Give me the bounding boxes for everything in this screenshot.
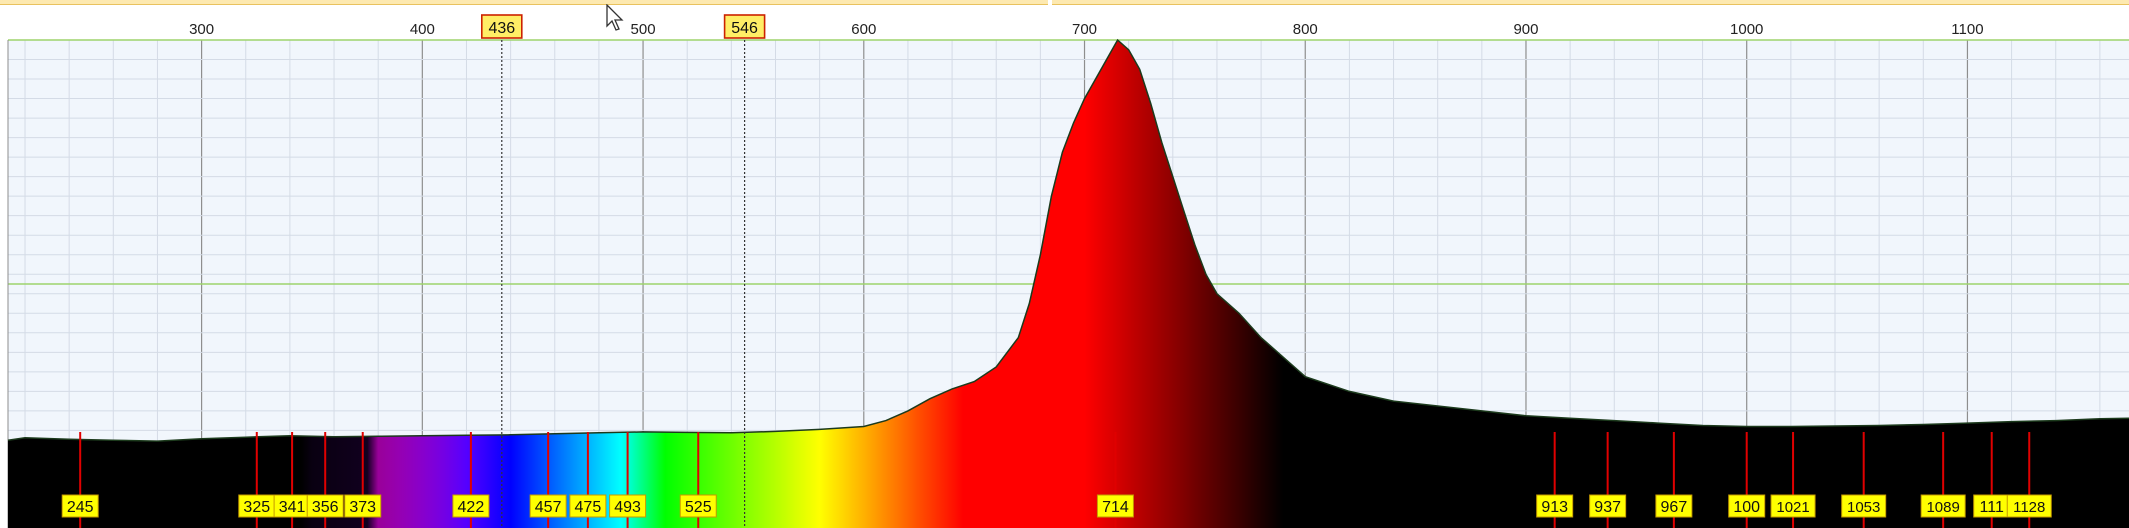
- mouse-cursor-icon: [606, 4, 624, 31]
- peak-label: 245: [67, 499, 94, 516]
- peak-label: 422: [458, 499, 485, 516]
- peak-label-box: [679, 494, 717, 518]
- peak-label-box: [2006, 494, 2052, 518]
- peak-label: 937: [1594, 499, 1621, 516]
- peak-label: 1021: [1776, 499, 1809, 516]
- peak-label: 714: [1102, 499, 1129, 516]
- peak-label: 1089: [1926, 499, 1959, 516]
- peak-label-box: [1536, 494, 1574, 518]
- peak-label-box: [609, 494, 647, 518]
- reference-lines[interactable]: 436 546: [480, 14, 766, 528]
- peak-label-box: [306, 494, 344, 518]
- peak-label: 457: [535, 499, 562, 516]
- peak-markers: 245 325 341 356 373 422 457 475 493 525 714 913 937 9…: [61, 432, 2052, 528]
- reference-label-box[interactable]: [480, 14, 523, 39]
- x-tick-label: 700: [1072, 21, 1097, 38]
- x-tick-label: 300: [189, 21, 214, 38]
- toolbar-segment-left: [0, 0, 1048, 5]
- spectrum-area: [8, 40, 2129, 528]
- peak-label-box: [1920, 494, 1966, 518]
- top-toolbar-strip: [0, 0, 2129, 5]
- peak-label: 341: [279, 499, 306, 516]
- x-tick-label: 1100: [1951, 21, 1983, 38]
- peak-label-box: [1589, 494, 1627, 518]
- peak-label: 475: [575, 499, 602, 516]
- peak-label-box: [452, 494, 490, 518]
- x-tick-label: 400: [410, 21, 435, 38]
- peak-label: 913: [1541, 499, 1568, 516]
- peak-label: 493: [614, 499, 641, 516]
- x-tick-label: 600: [851, 21, 876, 38]
- peak-label: 325: [243, 499, 270, 516]
- peak-label: 356: [312, 499, 339, 516]
- peak-label-box: [1728, 494, 1766, 518]
- peak-label: 967: [1661, 499, 1688, 516]
- peak-label-box: [1655, 494, 1693, 518]
- peak-label-box: [61, 494, 99, 518]
- toolbar-segment-right: [1052, 0, 2129, 5]
- peak-label-box: [344, 494, 382, 518]
- peak-label: 1128: [2013, 499, 2045, 516]
- peak-label: 373: [349, 499, 376, 516]
- reference-label[interactable]: 436: [488, 20, 515, 37]
- reference-label[interactable]: 546: [731, 20, 758, 37]
- peak-label: 1053: [1847, 499, 1880, 516]
- x-tick-label: 800: [1293, 21, 1318, 38]
- peak-label-box: [569, 494, 607, 518]
- x-tick-label: 900: [1513, 21, 1538, 38]
- reference-label-box[interactable]: [723, 14, 766, 39]
- peak-label-box: [529, 494, 567, 518]
- peak-label: 111: [1980, 499, 2004, 516]
- spectrum-outline: [7, 38, 2129, 442]
- peak-label-box: [1770, 494, 1816, 518]
- x-tick-label: 500: [631, 21, 656, 38]
- x-tick-label: 1000: [1730, 21, 1763, 38]
- peak-label: 525: [685, 499, 712, 516]
- x-tick-labels: 300 400 500 600 700 800 900 1000 1100: [189, 21, 1983, 38]
- peak-label: 100: [1733, 499, 1760, 516]
- peak-label-box: [1841, 494, 1887, 518]
- peak-label-box: [1096, 494, 1134, 518]
